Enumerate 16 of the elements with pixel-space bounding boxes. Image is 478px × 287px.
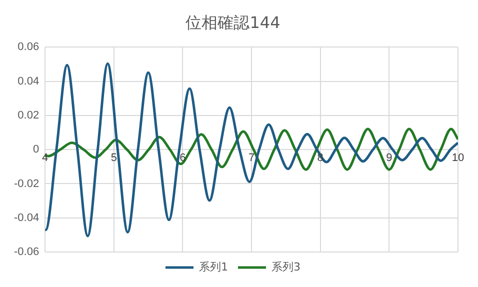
y-tick-label: -0.06 (14, 246, 40, 258)
y-tick-label: -0.02 (14, 178, 40, 190)
x-tick-label: 7 (248, 152, 255, 164)
y-tick-label: 0.06 (18, 41, 40, 54)
x-tick-label: 10 (452, 152, 464, 164)
x-tick-label: 6 (180, 152, 186, 164)
chart-title: 位相確認144 (186, 12, 280, 32)
y-tick-label: 0.04 (18, 75, 40, 88)
legend-label: 系列1 (199, 260, 228, 274)
y-tick-label: -0.04 (14, 212, 40, 224)
y-tick-label: 0 (32, 144, 40, 156)
x-tick-label: 9 (386, 152, 392, 164)
y-tick-label: 0.02 (18, 110, 40, 122)
legend-label: 系列3 (272, 260, 300, 274)
x-tick-label: 4 (42, 152, 48, 164)
x-tick-label: 5 (110, 152, 117, 164)
